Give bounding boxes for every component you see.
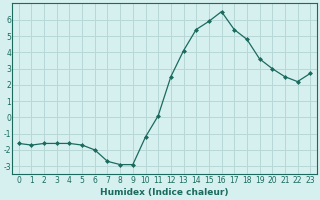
X-axis label: Humidex (Indice chaleur): Humidex (Indice chaleur) [100,188,229,197]
